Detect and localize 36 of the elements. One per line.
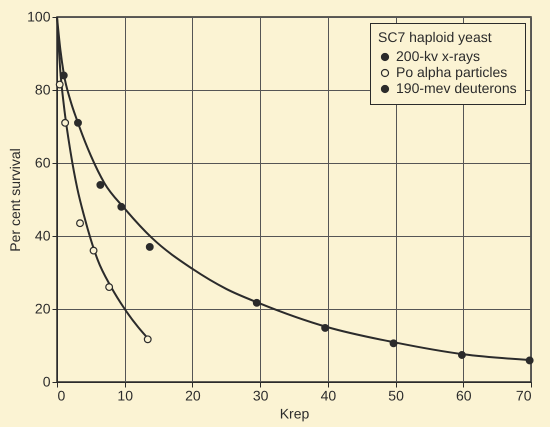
y-tick-label: 80 bbox=[34, 82, 51, 98]
point bbox=[90, 246, 98, 255]
x-axis-title: Krep bbox=[280, 406, 310, 422]
y-tick-label: 60 bbox=[34, 154, 51, 170]
legend-label: Po alpha particles bbox=[396, 64, 508, 80]
point bbox=[390, 339, 398, 348]
point bbox=[60, 71, 68, 80]
x-tick-label: 50 bbox=[388, 388, 404, 404]
point bbox=[526, 356, 534, 364]
point bbox=[146, 243, 154, 251]
legend-label: 200-kv x-rays bbox=[396, 48, 480, 64]
x-tick-label: 20 bbox=[185, 388, 201, 404]
x-tick-label: 70 bbox=[516, 388, 532, 404]
x-tick-label: 60 bbox=[456, 388, 472, 404]
point bbox=[144, 335, 152, 344]
y-axis-title: Per cent survival bbox=[7, 148, 24, 252]
y-tick-label: 40 bbox=[34, 228, 51, 244]
point bbox=[74, 118, 82, 127]
y-tick-label: 20 bbox=[34, 300, 51, 316]
point bbox=[56, 80, 64, 88]
legend-label: 190-mev deuterons bbox=[396, 80, 517, 96]
x-tick-label: 40 bbox=[320, 388, 336, 404]
y-tick-label: 100 bbox=[27, 8, 51, 24]
point bbox=[117, 202, 126, 211]
point bbox=[61, 118, 70, 127]
point bbox=[105, 283, 114, 292]
point bbox=[76, 219, 84, 228]
legend-title: SC7 haploid yeast bbox=[378, 29, 492, 45]
point bbox=[96, 180, 104, 189]
point bbox=[458, 351, 466, 359]
point bbox=[252, 298, 261, 307]
y-tick-label: 0 bbox=[42, 374, 51, 390]
x-tick-label: 10 bbox=[117, 388, 134, 404]
point bbox=[321, 324, 330, 332]
x-tick-label: 30 bbox=[252, 388, 269, 404]
x-tick-label: 0 bbox=[58, 388, 66, 404]
